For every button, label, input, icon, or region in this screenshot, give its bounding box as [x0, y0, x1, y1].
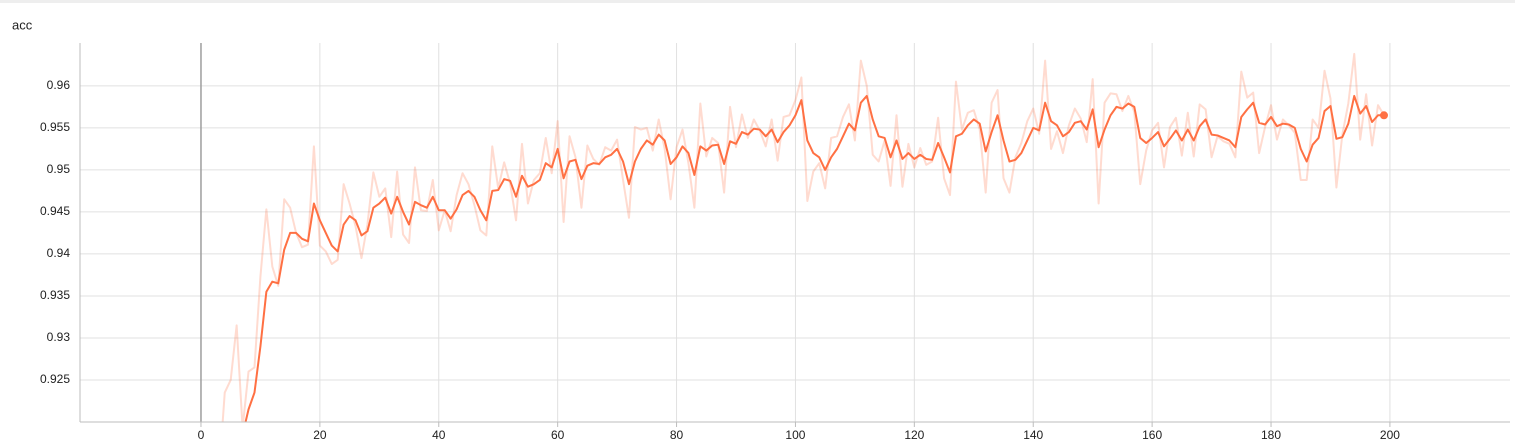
- x-tick-label: 180: [1261, 428, 1281, 442]
- x-tick-label: 60: [551, 428, 565, 442]
- y-tick-label: 0.955: [40, 120, 70, 134]
- top-bar: [0, 0, 1515, 3]
- x-tick-label: 20: [313, 428, 327, 442]
- x-tick-label: 200: [1380, 428, 1400, 442]
- x-tick-label: 80: [670, 428, 684, 442]
- y-tick-label: 0.96: [47, 78, 71, 92]
- y-tick-label: 0.925: [40, 372, 70, 386]
- series-line: [244, 94, 1384, 422]
- x-tick-label: 100: [785, 428, 805, 442]
- y-tick-label: 0.94: [47, 246, 71, 260]
- x-tick-label: 160: [1142, 428, 1162, 442]
- x-tick-label: 40: [432, 428, 446, 442]
- y-tick-label: 0.935: [40, 288, 70, 302]
- x-tick-label: 140: [1023, 428, 1043, 442]
- series-line: [221, 52, 1385, 422]
- end-point: [1379, 111, 1388, 120]
- y-tick-label: 0.95: [47, 162, 71, 176]
- x-tick-label: 0: [198, 428, 205, 442]
- chart-title: acc: [12, 17, 33, 32]
- x-tick-label: 120: [904, 428, 924, 442]
- y-tick-label: 0.945: [40, 204, 70, 218]
- y-tick-label: 0.93: [47, 330, 71, 344]
